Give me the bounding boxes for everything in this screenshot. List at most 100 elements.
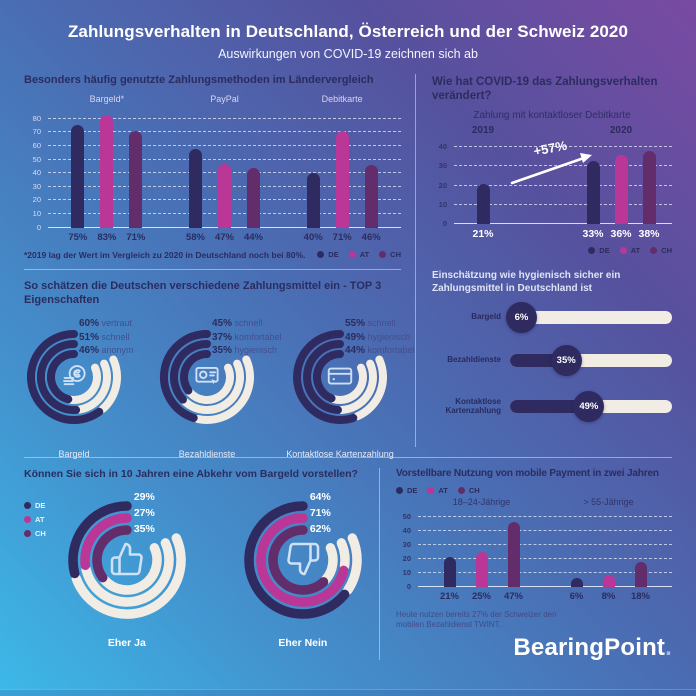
stat-attribute: hygienisch	[365, 331, 411, 342]
legend-dot	[588, 246, 596, 254]
stat-value: 35%	[212, 345, 233, 357]
legend-dot	[427, 486, 435, 494]
legend-label: CH	[35, 529, 46, 539]
ring-arc	[98, 355, 121, 414]
plot-area	[418, 511, 672, 587]
bar	[570, 578, 583, 587]
bar-slot	[211, 108, 238, 228]
stat-value: 37%	[212, 331, 233, 343]
legend-label: CH	[661, 245, 672, 255]
ring-arc	[268, 525, 329, 595]
legend-item-at: AT	[348, 250, 369, 259]
bar-slot	[580, 140, 606, 224]
stat-value: 62%	[309, 523, 331, 536]
stat-value: 55%	[345, 318, 366, 330]
stat-value: 46%	[79, 345, 100, 357]
legend-label: AT	[630, 245, 641, 255]
ring-arc	[27, 330, 104, 425]
slider-track: 49%	[510, 390, 672, 422]
gridline	[454, 203, 672, 205]
ring-arc	[320, 543, 338, 585]
ring-arc	[180, 350, 211, 395]
section-cash-abandonment: Können Sie sich in 10 Jahren eine Abkehr…	[24, 468, 380, 660]
hygiene-category-label: Kontaktlose Kartenzahlung	[445, 396, 501, 416]
hygiene-row: Bargeld 6%	[432, 301, 672, 333]
group-labels-row: 18–24-Jährige > 55-Jährige	[396, 497, 672, 511]
bar-values: 21%	[454, 228, 512, 240]
legend-dot	[396, 486, 403, 494]
bar-value-label: 83%	[97, 231, 117, 243]
group-labels-row: Bargeld* PayPal Debitkarte	[24, 94, 401, 108]
section-title: Wie hat COVID-19 das Zahlungsverhalten v…	[432, 76, 658, 103]
hygiene-category-label: Bezahldienste	[447, 355, 501, 365]
y-tick-label: 20	[438, 180, 447, 190]
payment-footnote: *2019 lag der Wert im Vergleich zu 2020 …	[24, 249, 306, 260]
ring-arc	[81, 538, 174, 607]
y-tick-label: 10	[32, 209, 41, 219]
ring-arc	[244, 501, 350, 619]
stat-value: 49%	[345, 331, 366, 343]
slider-fill	[510, 399, 590, 413]
bar	[247, 167, 260, 228]
bars-layer	[454, 140, 672, 224]
ring-arc	[194, 355, 254, 425]
bar-slot	[240, 108, 267, 228]
hygiene-row: Kontaktlose Kartenzahlung 49%	[432, 390, 672, 422]
attribute-stats: 60% vertraut 51% schnell 46% anonym	[79, 317, 134, 358]
stat-value: 35%	[133, 523, 155, 536]
header: Zahlungsverhalten in Deutschland, Österr…	[24, 12, 672, 74]
stat-attribute: schnell	[365, 318, 396, 329]
legend-item-de: DE	[588, 245, 610, 255]
country-legend: DE AT CH	[317, 250, 401, 259]
legend-dot	[24, 530, 31, 538]
gridline	[418, 571, 672, 573]
attribute-stat: 51% schnell	[79, 331, 134, 345]
attribute-stat: 60% vertraut	[79, 317, 134, 331]
ring-arc	[36, 340, 81, 415]
slider-knob: 35%	[550, 344, 582, 376]
y-tick-label: 0	[36, 222, 41, 232]
bar-slot	[300, 108, 327, 228]
country-legend: DE AT CH	[396, 486, 672, 495]
chart-subtitle: Zahlung mit kontaktloser Debitkarte	[473, 109, 631, 121]
ring-arc	[71, 533, 186, 619]
bar-value-label: 8%	[601, 590, 616, 602]
footnote-row: *2019 lag der Wert im Vergleich zu 2020 …	[24, 250, 401, 260]
attribute-stat: 35% hygienisch	[212, 344, 282, 358]
bars-layer	[48, 108, 401, 228]
bar-value-label: 44%	[243, 231, 263, 243]
payment-terminal-icon	[192, 361, 222, 396]
bar-slot	[499, 511, 529, 587]
attribute-stat: 45% schnell	[212, 317, 282, 331]
gridline	[418, 516, 672, 518]
bar	[507, 521, 520, 587]
legend-dot	[619, 246, 627, 254]
y-tick-label: 40	[32, 168, 41, 178]
legend-item-ch: CH	[24, 529, 46, 538]
slider-track: 6%	[506, 301, 672, 333]
slider-knob: 6%	[506, 301, 537, 333]
gridline	[418, 544, 672, 546]
stat-attribute: vertraut	[99, 318, 133, 329]
gridline	[48, 158, 401, 160]
bar-value-label: 75%	[68, 231, 88, 243]
ring-chart	[293, 330, 387, 425]
ring-arc	[353, 355, 387, 421]
bottom-right-footer: Heute nutzen bereits 27% der Schweizer d…	[396, 610, 672, 662]
bar-value-label: 58%	[185, 231, 205, 243]
bar-values: 6% 8% 18%	[545, 591, 672, 602]
bar-values: 40% 71% 46%	[283, 232, 401, 243]
attribute-stat: 44% komfortabel	[345, 344, 415, 358]
y-tick-label: 20	[402, 553, 411, 563]
group-label: 2020	[609, 124, 633, 136]
legend-label: DE	[599, 245, 610, 255]
stat-attribute: hygienisch	[232, 345, 278, 356]
attribute-stat: 37% komfortabel	[212, 331, 282, 345]
chart-body: 0 10 20 30 40 50	[396, 511, 672, 590]
payment-attribute-item: 60% vertraut 51% schnell 46% anonym Bargeld	[26, 317, 135, 459]
bar-slot	[182, 108, 209, 228]
legend-dot	[650, 246, 658, 254]
legend-item-ch: CH	[650, 246, 672, 255]
bar	[586, 160, 600, 224]
horizontal-divider	[24, 268, 401, 270]
